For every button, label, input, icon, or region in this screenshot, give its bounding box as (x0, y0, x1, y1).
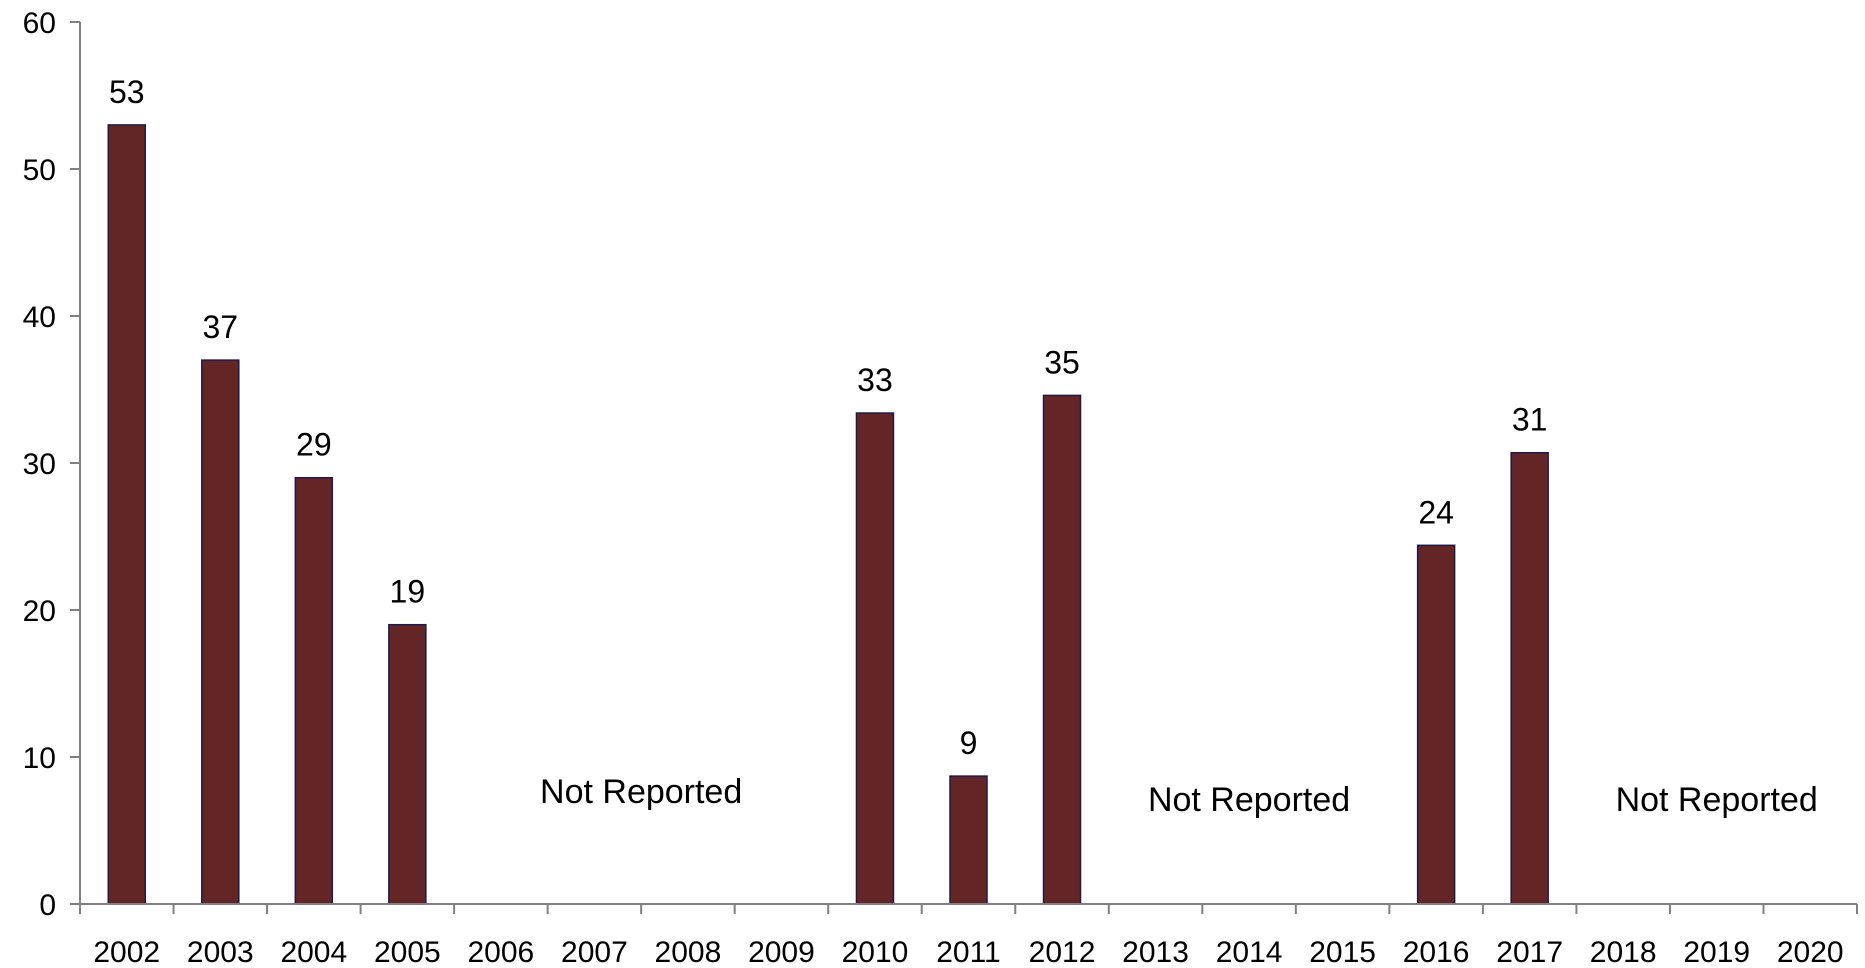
data-label-2010: 33 (857, 362, 893, 398)
x-tick-label: 2020 (1777, 936, 1844, 968)
not-reported-label: Not Reported (1148, 781, 1350, 819)
y-tick-label: 20 (23, 595, 56, 628)
x-tick-label: 2018 (1590, 936, 1657, 968)
bar-2010 (855, 412, 895, 905)
data-label-2012: 35 (1044, 344, 1080, 380)
bar-2017 (1510, 451, 1549, 905)
data-label-2017: 31 (1512, 402, 1548, 438)
bar-2016 (1416, 544, 1456, 905)
x-tick-label: 2008 (655, 936, 722, 968)
y-tick-label: 40 (23, 301, 56, 334)
x-tick-label: 2007 (561, 936, 628, 968)
x-tick-label: 2005 (374, 936, 441, 968)
y-tick-label: 60 (23, 7, 56, 40)
x-axis-ticks: 2002 2003 2004 2005 2006 2007 2008 2009 2010 2011… (79, 904, 1858, 968)
data-label-2011: 9 (960, 725, 978, 761)
data-label-2004: 29 (296, 427, 332, 463)
x-tick-label: 2011 (936, 936, 1001, 968)
x-tick-label: 2013 (1122, 936, 1189, 968)
y-tick-label: 0 (39, 889, 56, 922)
bar-2004 (294, 476, 334, 905)
not-reported-labels: Not Reported Not Reported Not Reported (540, 773, 1818, 819)
bar-2005 (388, 623, 427, 905)
data-labels: 53 37 29 19 33 9 35 24 31 (109, 74, 1547, 761)
x-tick-label: 2019 (1683, 936, 1750, 968)
bars (107, 124, 1549, 905)
data-label-2005: 19 (390, 574, 426, 610)
y-tick-label: 30 (23, 448, 56, 481)
x-tick-label: 2014 (1216, 936, 1283, 968)
not-reported-label: Not Reported (540, 773, 742, 811)
y-tick-label: 50 (23, 154, 56, 187)
not-reported-label: Not Reported (1616, 781, 1818, 819)
bar-2002 (107, 124, 147, 905)
x-tick-label: 2012 (1029, 936, 1096, 968)
data-label-2003: 37 (202, 309, 238, 345)
y-tick-label: 10 (23, 742, 56, 775)
x-tick-label: 2003 (187, 936, 254, 968)
y-axis-ticks: 0 10 20 30 40 50 60 (23, 7, 80, 922)
x-tick-label: 2010 (842, 936, 909, 968)
x-tick-label: 2004 (280, 936, 347, 968)
x-tick-label: 2015 (1309, 936, 1376, 968)
x-tick-label: 2009 (748, 936, 815, 968)
data-label-2002: 53 (109, 74, 145, 110)
x-tick-label: 2017 (1496, 936, 1563, 968)
x-tick-label: 2006 (467, 936, 534, 968)
bar-2012 (1042, 394, 1082, 905)
bar-2003 (201, 359, 240, 905)
x-tick-label: 2002 (93, 936, 160, 968)
data-label-2016: 24 (1418, 494, 1454, 530)
bar-2011 (949, 775, 988, 905)
x-tick-label: 2016 (1403, 936, 1470, 968)
